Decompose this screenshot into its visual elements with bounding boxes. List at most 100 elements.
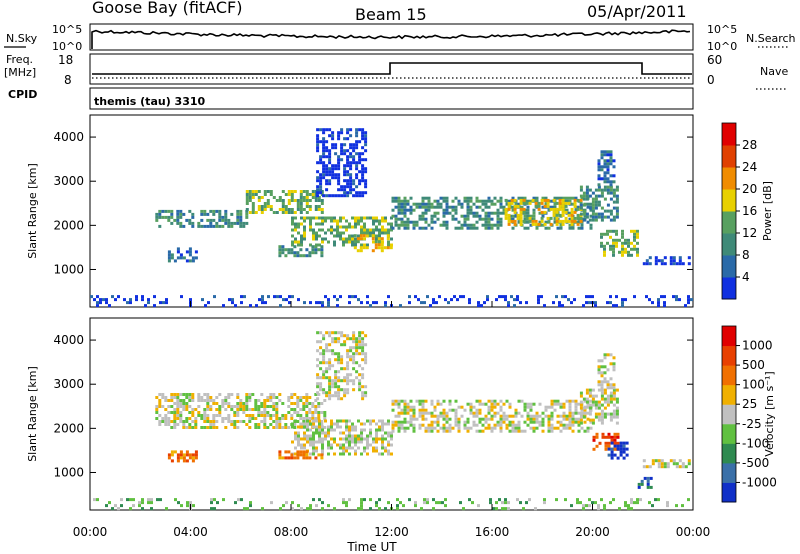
echo-cell	[188, 221, 192, 225]
echo-cell	[603, 247, 606, 251]
echo-cell	[501, 295, 504, 299]
echo-cell	[409, 205, 413, 209]
echo-cell	[290, 193, 294, 196]
echo-cell	[463, 217, 467, 221]
echo-cell	[320, 202, 324, 205]
echo-cell	[353, 240, 357, 244]
echo-cell	[534, 222, 538, 226]
echo-cell	[409, 220, 413, 224]
echo-cell	[197, 411, 201, 414]
echo-cell	[450, 298, 453, 302]
echo-cell	[248, 193, 252, 196]
echo-cell	[322, 128, 326, 132]
echo-cell	[427, 429, 431, 433]
echo-cell	[448, 402, 452, 406]
echo-cell	[484, 205, 488, 209]
echo-cell	[384, 301, 387, 305]
echo-cell	[400, 205, 404, 209]
echo-cell	[355, 343, 359, 347]
echo-cell	[618, 238, 621, 242]
echo-cell	[182, 256, 186, 260]
echo-cell	[318, 228, 321, 232]
echo-cell	[300, 437, 303, 441]
echo-cell	[574, 420, 578, 424]
echo-cell	[275, 411, 279, 414]
echo-cell	[519, 222, 523, 226]
echo-cell	[117, 295, 120, 299]
echo-cell	[299, 248, 303, 252]
echo-cell	[333, 428, 336, 432]
echo-cell	[537, 295, 540, 299]
echo-cell	[322, 167, 326, 171]
echo-cell	[556, 196, 560, 200]
echo-cell	[361, 337, 365, 341]
y-tick-label: 3000	[53, 174, 84, 188]
echo-cell	[574, 408, 578, 412]
echo-cell	[297, 222, 300, 226]
echo-cell	[432, 507, 435, 511]
echo-cell	[687, 256, 691, 260]
echo-cell	[159, 301, 162, 305]
echo-cell	[170, 420, 174, 423]
velocity-cells	[93, 331, 691, 511]
echo-cell	[206, 393, 210, 396]
echo-cell	[615, 304, 618, 308]
echo-cell	[457, 405, 461, 409]
echo-cell	[537, 204, 541, 208]
echo-cell	[687, 295, 690, 299]
echo-cell	[504, 198, 508, 202]
echo-cell	[579, 212, 583, 216]
echo-cell	[472, 202, 476, 206]
echo-cell	[612, 194, 616, 198]
echo-cell	[361, 343, 365, 347]
echo-cell	[435, 501, 438, 505]
echo-cell	[597, 162, 601, 166]
echo-cell	[612, 368, 616, 372]
echo-cell	[424, 208, 428, 212]
echo-cell	[612, 412, 616, 416]
echo-cell	[269, 417, 273, 420]
echo-cell	[451, 426, 455, 430]
echo-cell	[366, 301, 369, 305]
echo-cell	[588, 391, 592, 395]
echo-cell	[358, 388, 362, 392]
echo-cell	[421, 411, 425, 415]
echo-cell	[526, 220, 530, 224]
echo-cell	[291, 295, 294, 299]
echo-cell	[182, 456, 186, 460]
echo-cell	[346, 194, 350, 198]
echo-cell	[408, 295, 411, 299]
echo-cell	[164, 417, 168, 420]
echo-cell	[318, 428, 321, 432]
echo-cell	[165, 301, 168, 305]
echo-cell	[475, 214, 479, 218]
echo-cell	[194, 408, 198, 411]
echo-cell	[609, 391, 613, 395]
echo-cell	[251, 205, 255, 208]
echo-cell	[397, 211, 401, 215]
echo-cell	[426, 498, 429, 502]
echo-cell	[331, 385, 335, 389]
echo-cell	[414, 501, 417, 505]
nsearch-bottom-tick: 10^0	[707, 40, 737, 53]
echo-cell	[182, 393, 186, 396]
echo-cell	[361, 137, 365, 141]
echo-cell	[547, 405, 551, 409]
echo-cell	[339, 446, 342, 450]
echo-cell	[532, 214, 536, 218]
echo-cell	[287, 190, 291, 193]
echo-cell	[600, 235, 603, 239]
echo-cell	[312, 498, 315, 502]
echo-cell	[185, 396, 189, 399]
echo-cell	[147, 501, 150, 505]
echo-cell	[102, 298, 105, 302]
echo-cell	[337, 155, 341, 159]
echo-cell	[585, 194, 589, 198]
echo-cell	[227, 396, 231, 399]
echo-cell	[394, 220, 398, 224]
echo-cell	[421, 408, 425, 412]
echo-cell	[179, 393, 183, 396]
echo-cell	[319, 331, 323, 335]
echo-cell	[245, 402, 249, 405]
echo-cell	[469, 211, 473, 215]
